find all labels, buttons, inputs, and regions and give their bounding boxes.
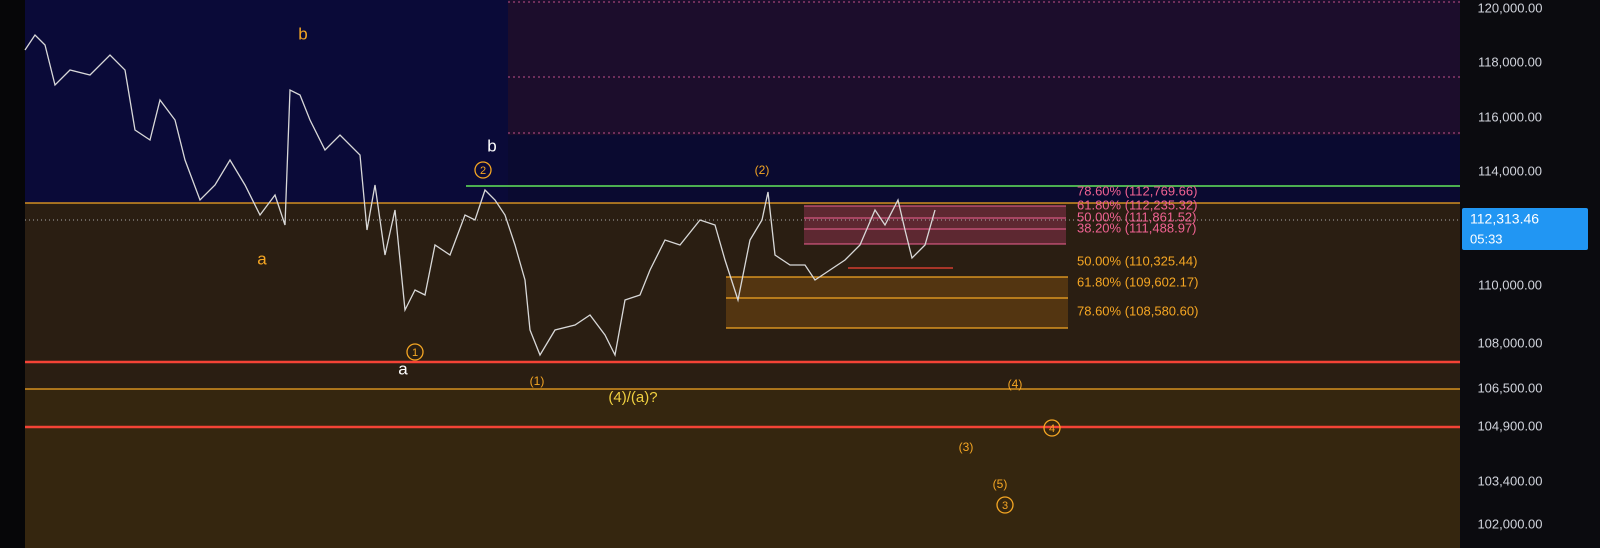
fib-label: 38.20% (111,488.97) xyxy=(1077,220,1197,235)
price-path xyxy=(24,33,936,358)
axis-label: 104,900.00 xyxy=(1477,418,1542,433)
fib-label: 50.00% (110,325.44) xyxy=(1077,253,1197,268)
wave-label: 1 xyxy=(412,347,418,359)
toolbar xyxy=(0,0,25,548)
wave-label: (4)/(a)? xyxy=(608,389,657,406)
wave-label: a xyxy=(398,359,408,378)
fib-label: 78.60% (112,769.66) xyxy=(1077,183,1197,198)
wave-label: (3) xyxy=(959,440,974,454)
wave-label: a xyxy=(257,249,267,268)
wave-label: b xyxy=(487,136,496,155)
fib-label: 61.80% (109,602.17) xyxy=(1077,274,1198,289)
current-price: 112,313.46 xyxy=(1470,211,1539,227)
wave-label: (1) xyxy=(530,374,545,388)
axis-label: 110,000.00 xyxy=(1478,277,1542,292)
wave-label: b xyxy=(298,24,307,43)
zone xyxy=(25,0,508,203)
axis-label: 120,000.00 xyxy=(1477,0,1542,15)
zone xyxy=(25,389,1460,548)
wave-circle xyxy=(996,496,1014,514)
wave-label: (5) xyxy=(993,477,1008,491)
axis-label: 102,000.00 xyxy=(1477,516,1542,531)
bar-timer: 05:33 xyxy=(1470,231,1503,246)
fib-label: 50.00% (111,861.52) xyxy=(1077,209,1197,224)
wave-label: (4) xyxy=(1008,377,1023,391)
wave-label: 4 xyxy=(1049,423,1055,435)
fib-label: 78.60% (108,580.60) xyxy=(1077,303,1198,318)
price-axis xyxy=(1460,0,1600,548)
fib-label: 61.80% (112,235.32) xyxy=(1077,197,1197,212)
wave-circle xyxy=(406,343,424,361)
wave-circle xyxy=(474,161,492,179)
wave-label: (2) xyxy=(755,163,770,177)
price-tag xyxy=(1462,208,1588,250)
wave-label: 2 xyxy=(480,165,486,177)
wave-label: 3 xyxy=(1002,500,1008,512)
axis-label: 116,000.00 xyxy=(1478,109,1542,124)
axis-label: 114,000.00 xyxy=(1478,163,1542,178)
zone xyxy=(508,0,1460,135)
axis-label: 103,400.00 xyxy=(1477,473,1542,488)
zone xyxy=(508,135,1460,203)
fib-lines xyxy=(726,276,1068,329)
axis-label: 118,000.00 xyxy=(1478,54,1542,69)
fib-lines xyxy=(804,205,1066,245)
wave-circle xyxy=(1043,419,1061,437)
fib-box xyxy=(726,277,1068,328)
axis-label: 106,500.00 xyxy=(1477,380,1542,395)
axis-label: 108,000.00 xyxy=(1477,335,1542,350)
